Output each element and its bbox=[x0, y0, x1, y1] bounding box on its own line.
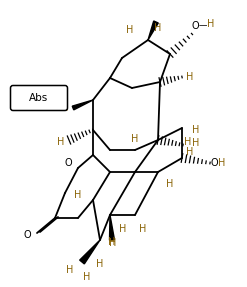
Text: H: H bbox=[74, 190, 82, 200]
Polygon shape bbox=[148, 21, 158, 40]
Text: H: H bbox=[186, 72, 194, 82]
Text: H: H bbox=[154, 23, 162, 33]
Text: Abs: Abs bbox=[29, 93, 49, 103]
Text: O: O bbox=[64, 158, 72, 168]
Text: H: H bbox=[218, 158, 226, 168]
Text: H: H bbox=[83, 272, 91, 282]
Text: O: O bbox=[23, 230, 31, 240]
Polygon shape bbox=[109, 215, 115, 240]
Text: H: H bbox=[109, 238, 117, 248]
Text: H: H bbox=[108, 237, 116, 247]
Text: O: O bbox=[210, 158, 218, 168]
Text: H: H bbox=[96, 259, 104, 269]
Polygon shape bbox=[72, 100, 93, 110]
Text: H: H bbox=[184, 137, 192, 147]
Text: H: H bbox=[139, 224, 147, 234]
Text: H: H bbox=[61, 103, 69, 113]
Text: H: H bbox=[131, 134, 139, 144]
Text: H: H bbox=[119, 224, 127, 234]
Text: H: H bbox=[66, 265, 74, 275]
FancyBboxPatch shape bbox=[11, 86, 67, 110]
Text: H: H bbox=[186, 147, 194, 157]
Text: H: H bbox=[207, 19, 215, 29]
Polygon shape bbox=[80, 240, 100, 264]
Text: H: H bbox=[126, 25, 134, 35]
Text: H: H bbox=[192, 125, 200, 135]
Text: H: H bbox=[166, 179, 174, 189]
Text: O: O bbox=[191, 21, 199, 31]
Text: H: H bbox=[192, 138, 200, 148]
Text: H: H bbox=[57, 137, 65, 147]
Text: —: — bbox=[199, 22, 207, 30]
